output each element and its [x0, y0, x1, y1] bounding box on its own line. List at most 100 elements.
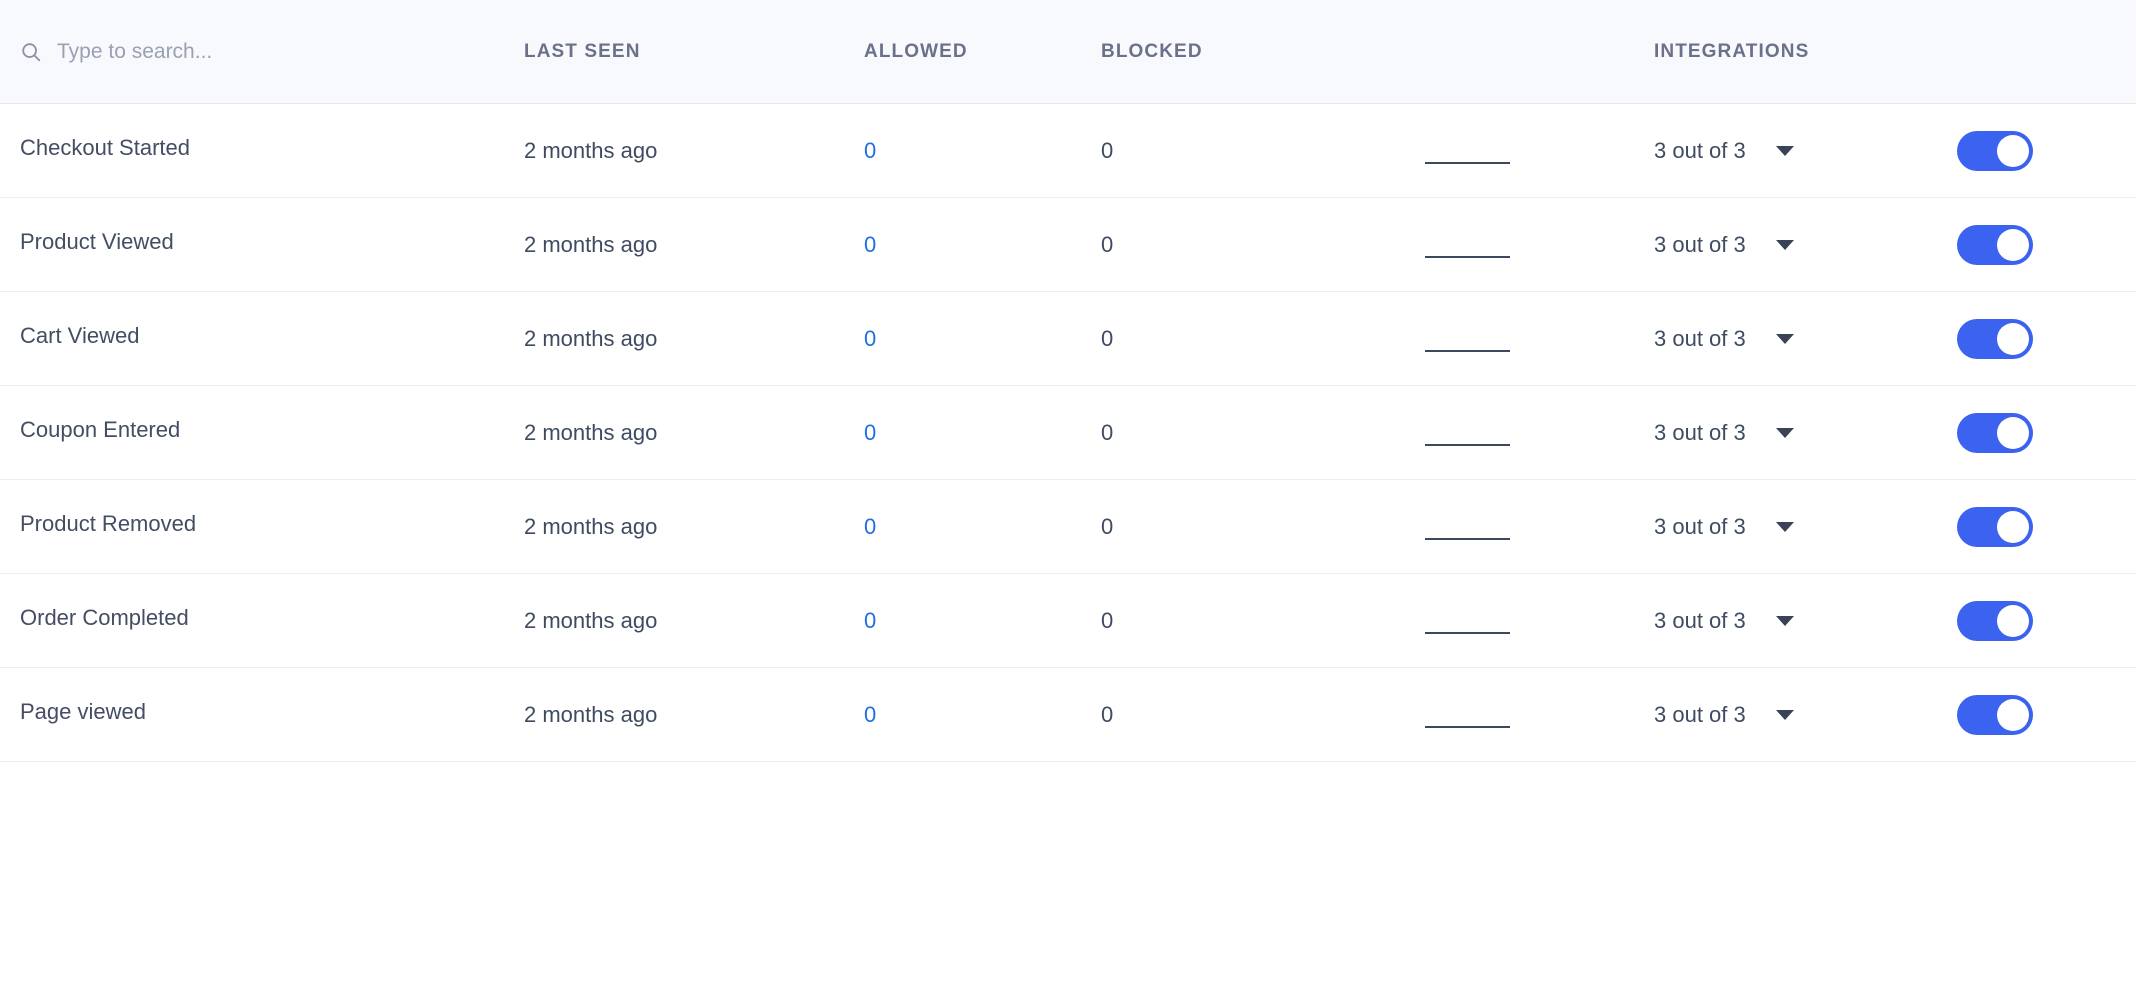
event-dash-cell — [1317, 104, 1617, 197]
toggle-knob — [1997, 698, 2029, 731]
event-blocked-count: 0 — [1101, 231, 1114, 257]
event-last-seen: 2 months ago — [524, 231, 658, 257]
integrations-label: 3 out of 3 — [1654, 137, 1746, 163]
event-allowed-count[interactable]: 0 — [864, 231, 877, 257]
event-dash-cell — [1317, 668, 1617, 761]
event-name[interactable]: Product Viewed — [20, 228, 174, 254]
chevron-down-icon[interactable] — [1775, 427, 1794, 438]
event-toggle-cell — [1907, 318, 2136, 359]
toggle-knob — [1997, 134, 2029, 167]
event-dash-cell — [1317, 386, 1617, 479]
event-toggle-cell — [1907, 694, 2136, 735]
event-blocked-count: 0 — [1101, 419, 1114, 445]
event-integrations-dropdown[interactable]: 3 out of 3 — [1617, 232, 1907, 258]
chevron-down-icon[interactable] — [1775, 333, 1794, 344]
dash-mark — [1424, 632, 1510, 634]
dash-mark — [1424, 726, 1510, 728]
event-name[interactable]: Cart Viewed — [20, 322, 140, 348]
integrations-label: 3 out of 3 — [1654, 231, 1746, 257]
table-row[interactable]: Coupon Entered 2 months ago 0 0 3 out of 3 — [0, 386, 2136, 480]
table-row[interactable]: Order Completed 2 months ago 0 0 3 out of 3 — [0, 574, 2136, 668]
integrations-label: 3 out of 3 — [1654, 513, 1746, 539]
integrations-label: 3 out of 3 — [1654, 607, 1746, 633]
event-last-seen: 2 months ago — [524, 513, 658, 539]
column-header-blocked[interactable]: BLOCKED — [1101, 40, 1203, 62]
table-row[interactable]: Cart Viewed 2 months ago 0 0 3 out of 3 — [0, 292, 2136, 386]
search-box[interactable] — [0, 0, 510, 103]
event-last-seen: 2 months ago — [524, 607, 658, 633]
event-enabled-toggle[interactable] — [1957, 506, 2033, 547]
event-dash-cell — [1317, 198, 1617, 291]
event-toggle-cell — [1907, 600, 2136, 641]
chevron-down-icon[interactable] — [1775, 145, 1794, 156]
event-allowed-count[interactable]: 0 — [864, 513, 877, 539]
toggle-knob — [1997, 416, 2029, 449]
chevron-down-icon[interactable] — [1775, 615, 1794, 626]
table-header-row: LAST SEEN ALLOWED BLOCKED INTEGRATIONS — [0, 0, 2136, 104]
event-toggle-cell — [1907, 412, 2136, 453]
dash-mark — [1424, 350, 1510, 352]
event-enabled-toggle[interactable] — [1957, 412, 2033, 453]
event-allowed-count[interactable]: 0 — [864, 701, 877, 727]
event-integrations-dropdown[interactable]: 3 out of 3 — [1617, 138, 1907, 164]
event-enabled-toggle[interactable] — [1957, 130, 2033, 171]
chevron-down-icon[interactable] — [1775, 239, 1794, 250]
event-allowed-count[interactable]: 0 — [864, 325, 877, 351]
column-header-last-seen[interactable]: LAST SEEN — [524, 40, 641, 62]
dash-mark — [1424, 444, 1510, 446]
event-enabled-toggle[interactable] — [1957, 600, 2033, 641]
event-dash-cell — [1317, 292, 1617, 385]
table-row[interactable]: Product Viewed 2 months ago 0 0 3 out of 3 — [0, 198, 2136, 292]
table-row[interactable]: Product Removed 2 months ago 0 0 3 out of 3 — [0, 480, 2136, 574]
event-integrations-dropdown[interactable]: 3 out of 3 — [1617, 608, 1907, 634]
events-list: Checkout Started 2 months ago 0 0 3 out of 3… — [0, 104, 2136, 1002]
integrations-label: 3 out of 3 — [1654, 419, 1746, 445]
event-blocked-count: 0 — [1101, 701, 1114, 727]
event-toggle-cell — [1907, 130, 2136, 171]
integrations-label: 3 out of 3 — [1654, 701, 1746, 727]
event-blocked-count: 0 — [1101, 137, 1114, 163]
event-name[interactable]: Page viewed — [20, 698, 146, 724]
event-name[interactable]: Order Completed — [20, 604, 189, 630]
event-last-seen: 2 months ago — [524, 137, 658, 163]
event-last-seen: 2 months ago — [524, 419, 658, 445]
column-header-allowed[interactable]: ALLOWED — [864, 40, 968, 62]
event-toggle-cell — [1907, 506, 2136, 547]
event-toggle-cell — [1907, 224, 2136, 265]
event-blocked-count: 0 — [1101, 325, 1114, 351]
chevron-down-icon[interactable] — [1775, 521, 1794, 532]
toggle-knob — [1997, 228, 2029, 261]
event-name[interactable]: Checkout Started — [20, 134, 190, 160]
event-integrations-dropdown[interactable]: 3 out of 3 — [1617, 326, 1907, 352]
column-header-integrations[interactable]: INTEGRATIONS — [1654, 40, 1810, 62]
event-blocked-count: 0 — [1101, 513, 1114, 539]
chevron-down-icon[interactable] — [1775, 709, 1794, 720]
event-integrations-dropdown[interactable]: 3 out of 3 — [1617, 514, 1907, 540]
event-name[interactable]: Coupon Entered — [20, 416, 181, 442]
toggle-knob — [1997, 322, 2029, 355]
search-icon — [22, 42, 41, 61]
event-allowed-count[interactable]: 0 — [864, 607, 877, 633]
event-last-seen: 2 months ago — [524, 701, 658, 727]
dash-mark — [1424, 256, 1510, 258]
event-integrations-dropdown[interactable]: 3 out of 3 — [1617, 702, 1907, 728]
table-row[interactable]: Checkout Started 2 months ago 0 0 3 out of 3 — [0, 104, 2136, 198]
event-enabled-toggle[interactable] — [1957, 224, 2033, 265]
toggle-knob — [1997, 510, 2029, 543]
event-allowed-count[interactable]: 0 — [864, 137, 877, 163]
integrations-label: 3 out of 3 — [1654, 325, 1746, 351]
dash-mark — [1424, 538, 1510, 540]
search-input[interactable] — [57, 39, 477, 64]
toggle-knob — [1997, 604, 2029, 637]
event-enabled-toggle[interactable] — [1957, 318, 2033, 359]
event-name[interactable]: Product Removed — [20, 510, 197, 536]
event-blocked-count: 0 — [1101, 607, 1114, 633]
event-integrations-dropdown[interactable]: 3 out of 3 — [1617, 420, 1907, 446]
dash-mark — [1424, 162, 1510, 164]
table-row[interactable]: Page viewed 2 months ago 0 0 3 out of 3 — [0, 668, 2136, 762]
event-allowed-count[interactable]: 0 — [864, 419, 877, 445]
event-dash-cell — [1317, 480, 1617, 573]
event-enabled-toggle[interactable] — [1957, 694, 2033, 735]
event-last-seen: 2 months ago — [524, 325, 658, 351]
